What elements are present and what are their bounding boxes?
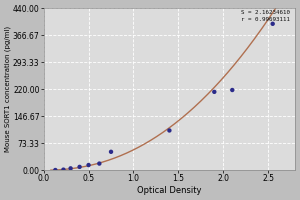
Point — [212, 90, 217, 93]
Point — [97, 162, 102, 165]
Text: S = 2.16234610
r = 0.99693111: S = 2.16234610 r = 0.99693111 — [241, 10, 290, 22]
Point — [53, 168, 58, 172]
Y-axis label: Mouse SORT1 concentration (pg/ml): Mouse SORT1 concentration (pg/ml) — [5, 26, 11, 152]
X-axis label: Optical Density: Optical Density — [137, 186, 202, 195]
Point — [86, 163, 91, 167]
Point — [109, 150, 113, 153]
Point — [68, 167, 73, 170]
Point — [230, 88, 235, 92]
Point — [61, 168, 66, 171]
Point — [167, 129, 172, 132]
Point — [270, 22, 275, 25]
Point — [77, 165, 82, 168]
